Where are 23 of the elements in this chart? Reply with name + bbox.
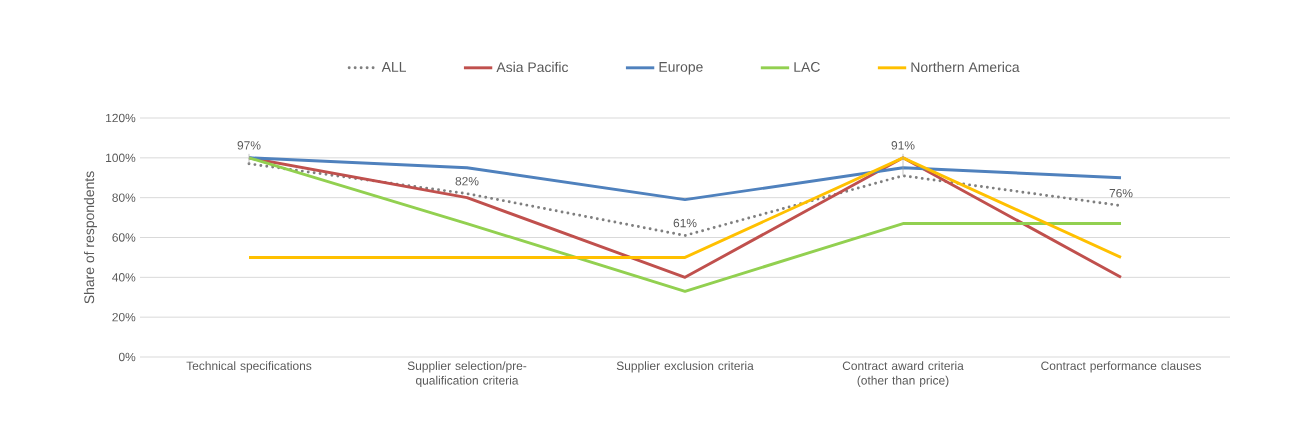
y-tick-label: 120% [106, 113, 136, 123]
y-tick-label: 20% [112, 312, 136, 322]
y-tick-label: 0% [118, 352, 136, 362]
data-label: 91% [891, 141, 915, 150]
data-label: 76% [1109, 188, 1133, 198]
x-tick-label: Supplier exclusion criteria [616, 361, 754, 373]
y-tick-label: 80% [112, 193, 136, 202]
legend-label: Europe [659, 62, 703, 75]
legend-label: Northern America [911, 61, 1020, 73]
y-tick-label: 100% [106, 153, 136, 163]
x-tick-label: Contract award criteria (other than price) [842, 361, 964, 387]
data-label: 82% [455, 176, 479, 186]
x-tick-label: Contract performance clauses [1041, 361, 1201, 373]
data-label: 61% [673, 218, 697, 228]
legend-label: ALL [381, 62, 406, 72]
x-tick-label: Supplier selection/pre-qualification criteria [407, 361, 527, 387]
y-axis-title: Share of respondents [83, 171, 97, 304]
legend-label: LAC [794, 62, 820, 72]
y-tick-label: 60% [112, 233, 136, 242]
x-tick-label: Technical specifications [186, 361, 312, 373]
y-tick-label: 40% [112, 273, 136, 282]
data-label: 97% [237, 141, 261, 150]
legend-label: Asia Pacific [496, 61, 569, 73]
